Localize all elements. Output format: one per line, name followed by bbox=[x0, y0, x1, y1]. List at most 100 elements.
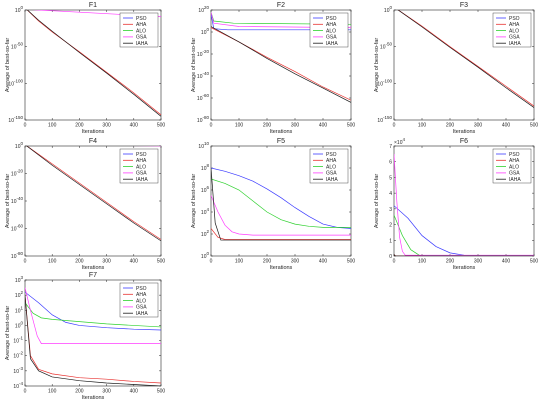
legend-box bbox=[309, 12, 349, 48]
x-axis-label: Iterations bbox=[270, 265, 293, 271]
y-tick-label: 4 bbox=[389, 191, 392, 197]
legend-label: ALO bbox=[509, 28, 519, 34]
x-tick-label: 300 bbox=[102, 259, 111, 265]
legend-label: GSA bbox=[509, 171, 520, 177]
x-tick-label: 300 bbox=[474, 259, 483, 265]
y-tick-label: 100 bbox=[15, 5, 24, 14]
series-group bbox=[26, 146, 161, 242]
legend-label: AHA bbox=[136, 22, 147, 28]
legend-box bbox=[119, 282, 159, 318]
chart-F1: F1 0 100 200 300 400 500 Iterations 100 10-50 10-1… bbox=[5, 2, 165, 135]
x-tick-label: 500 bbox=[347, 123, 356, 129]
x-tick-label: 0 bbox=[24, 389, 27, 395]
series-group bbox=[397, 10, 534, 108]
x-tick-label: 100 bbox=[48, 123, 57, 129]
legend-label: ALO bbox=[136, 164, 146, 170]
y-tick-label: 6 bbox=[389, 160, 392, 166]
chart-F6: F6 0 100 200 300 400 500 Iterations 0 1 2 3 4 5 6 7×104… bbox=[374, 137, 538, 271]
series-line-alo bbox=[25, 302, 161, 328]
series-line-iaha bbox=[211, 167, 351, 241]
series-line-pso bbox=[211, 167, 351, 229]
chart-title: F1 bbox=[89, 2, 97, 9]
y-tick-label: 10-60 bbox=[11, 224, 24, 233]
series-line-iaha bbox=[25, 295, 161, 386]
x-tick-label: 400 bbox=[130, 389, 139, 395]
chart-title: F2 bbox=[277, 2, 285, 9]
chart-title: F4 bbox=[89, 138, 97, 145]
series-line-gsa bbox=[211, 195, 351, 236]
series-line-aha bbox=[25, 295, 161, 384]
series-line-aha bbox=[211, 228, 351, 240]
x-tick-label: 400 bbox=[502, 259, 511, 265]
x-tick-label: 300 bbox=[102, 389, 111, 395]
legend-label: IAHA bbox=[326, 41, 338, 47]
series-line-aha bbox=[26, 10, 161, 116]
y-axis-label: Average of best-so-far bbox=[191, 174, 197, 228]
legend-label: ALO bbox=[326, 164, 336, 170]
series-line-iaha bbox=[26, 146, 161, 242]
y-tick-label: 5 bbox=[389, 175, 392, 181]
x-tick-label: 100 bbox=[235, 123, 244, 129]
y-tick-label: 100 bbox=[384, 5, 393, 14]
y-axis-label: Average of best-so-far bbox=[5, 38, 11, 92]
y-axis-label: Average of best-so-far bbox=[5, 174, 11, 228]
legend-label: IAHA bbox=[136, 311, 148, 317]
y-tick-label: 10-40 bbox=[197, 71, 210, 80]
legend-label: IAHA bbox=[509, 177, 521, 183]
legend-label: PSO bbox=[136, 152, 147, 158]
x-tick-label: 200 bbox=[75, 259, 84, 265]
x-axis-label: Iterations bbox=[453, 265, 476, 271]
x-axis-label: Iterations bbox=[82, 129, 105, 135]
series-line-iaha bbox=[26, 10, 161, 117]
legend-label: GSA bbox=[509, 35, 520, 41]
y-tick-label: 100 bbox=[15, 320, 24, 329]
legend-box bbox=[492, 12, 532, 48]
y-tick-label: 3 bbox=[389, 207, 392, 213]
x-tick-label: 500 bbox=[530, 259, 539, 265]
y-axis-label: Average of best-so-far bbox=[191, 38, 197, 92]
x-tick-label: 100 bbox=[48, 259, 57, 265]
legend-box bbox=[119, 148, 159, 184]
y-tick-label: 10-3 bbox=[13, 366, 23, 375]
y-tick-label: 10-40 bbox=[11, 196, 24, 205]
chart-F7: F7 0 100 200 300 400 500 Iterations 103 102 101 100… bbox=[5, 272, 165, 401]
y-tick-label: 2 bbox=[389, 223, 392, 229]
y-tick-label: 108 bbox=[201, 163, 210, 172]
y-tick-label: 101 bbox=[15, 305, 24, 314]
legend-box bbox=[309, 148, 349, 184]
y-tick-label: 1010 bbox=[198, 141, 209, 150]
y-tick-label: 10-80 bbox=[11, 251, 24, 260]
x-tick-label: 400 bbox=[130, 259, 139, 265]
legend-label: PSO bbox=[509, 16, 520, 22]
y-tick-label: 10-100 bbox=[8, 78, 23, 87]
legend-label: PSO bbox=[326, 16, 337, 22]
y-tick-label: 104 bbox=[201, 207, 210, 216]
x-tick-label: 400 bbox=[502, 123, 511, 129]
x-axis-label: Iterations bbox=[453, 129, 476, 135]
y-tick-label: 100 bbox=[201, 27, 210, 36]
series-line-pso bbox=[25, 291, 161, 331]
x-tick-label: 500 bbox=[347, 259, 356, 265]
x-tick-label: 500 bbox=[530, 123, 539, 129]
chart-title: F3 bbox=[460, 2, 468, 9]
series-group bbox=[394, 153, 534, 256]
x-tick-label: 100 bbox=[418, 123, 427, 129]
chart-title: F7 bbox=[89, 272, 97, 279]
chart-F4: F4 0 100 200 300 400 500 Iterations 100 10-20 10-4… bbox=[5, 138, 165, 271]
series-group bbox=[211, 12, 351, 103]
legend-label: AHA bbox=[509, 22, 520, 28]
chart-F3: F3 0 100 200 300 400 500 Iterations 100 10-50 10-1… bbox=[374, 2, 538, 135]
legend-box bbox=[119, 12, 159, 48]
series-line-alo bbox=[211, 178, 351, 228]
legend-label: GSA bbox=[326, 35, 337, 41]
y-axis-label: Average of best-so-far bbox=[374, 174, 380, 228]
x-tick-label: 500 bbox=[157, 123, 166, 129]
series-group bbox=[211, 167, 351, 241]
x-tick-label: 0 bbox=[210, 259, 213, 265]
